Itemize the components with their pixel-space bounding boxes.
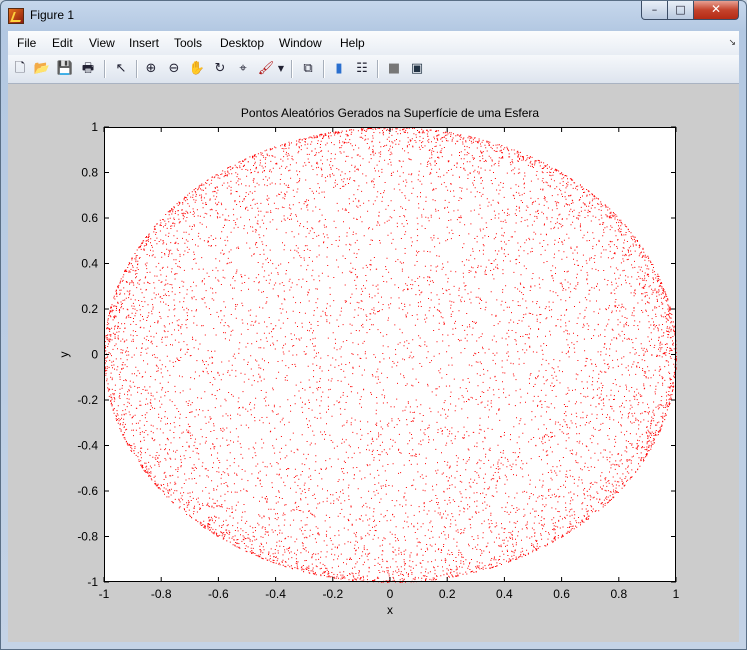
menu-edit[interactable]: Edit xyxy=(52,36,73,50)
insert-colorbar-icon[interactable]: ▮ xyxy=(335,61,343,76)
menu-insert[interactable]: Insert xyxy=(129,36,160,50)
menu-overflow-icon[interactable]: ↘ xyxy=(728,37,736,47)
figure-client-area: File Edit View Insert Tools Desktop Wind… xyxy=(8,31,739,642)
y-tick-label: 0.8 xyxy=(81,166,98,180)
rotate-3d-icon[interactable]: ↻ xyxy=(214,61,226,76)
zoom-in-icon[interactable]: ⊕ xyxy=(145,61,157,76)
x-axis-ticks: -1 -0.8 -0.6 -0.4 -0.2 0 0.2 0.4 0.6 0.8 1 xyxy=(99,127,680,601)
x-tick-label: 0.2 xyxy=(439,587,456,601)
zoom-out-icon[interactable]: ⊖ xyxy=(168,61,180,76)
title-bar[interactable]: Figure 1 – □ ✕ xyxy=(1,1,746,31)
pan-hand-icon[interactable]: ✋ xyxy=(188,61,206,76)
y-tick-label: -1 xyxy=(87,575,98,589)
x-tick-label: -1 xyxy=(99,587,110,601)
toolbar-separator xyxy=(136,60,138,78)
x-tick-label: -0.4 xyxy=(265,587,286,601)
y-tick-label: -0.4 xyxy=(77,439,98,453)
x-tick-label: -0.2 xyxy=(322,587,343,601)
print-icon[interactable]: 🖶 xyxy=(81,61,95,76)
x-tick-label: 1 xyxy=(673,587,680,601)
figure-toolbar: 🗋 📂 💾 🖶 ↖ ⊕ ⊖ ✋ ↻ ⌖ 🖌 ▼ ⧉ ▮ ☷ ■ ▣ xyxy=(8,55,739,84)
new-figure-icon[interactable]: 🗋 xyxy=(14,61,26,76)
y-tick-label: 0.2 xyxy=(81,302,98,316)
menu-bar: File Edit View Insert Tools Desktop Wind… xyxy=(8,31,739,55)
y-axis-ticks: 1 0.8 0.6 0.4 0.2 0 -0.2 -0.4 -0.6 -0.8 -1 xyxy=(77,120,676,589)
y-tick-label: 0 xyxy=(91,348,98,362)
data-cursor-icon[interactable]: ⌖ xyxy=(239,61,247,76)
menu-view[interactable]: View xyxy=(89,36,115,50)
matlab-logo-icon xyxy=(8,8,24,24)
edit-plot-arrow-icon[interactable]: ↖ xyxy=(115,61,127,76)
close-button[interactable]: ✕ xyxy=(693,1,739,20)
open-file-icon[interactable]: 📂 xyxy=(33,61,51,76)
link-plot-icon[interactable]: ⧉ xyxy=(303,61,313,76)
figure-canvas: Pontos Aleatórios Gerados na Superfície … xyxy=(8,84,739,642)
y-tick-label: -0.8 xyxy=(77,530,98,544)
hide-plot-tools-icon[interactable]: ■ xyxy=(387,61,401,76)
menu-window[interactable]: Window xyxy=(279,36,322,50)
x-tick-label: -0.8 xyxy=(151,587,172,601)
axes-background xyxy=(104,127,676,582)
menu-desktop[interactable]: Desktop xyxy=(220,36,265,50)
maximize-button[interactable]: □ xyxy=(667,1,694,20)
toolbar-separator xyxy=(291,60,293,78)
x-tick-label: 0 xyxy=(387,587,394,601)
toolbar-separator xyxy=(377,60,379,78)
chart-title: Pontos Aleatórios Gerados na Superfície … xyxy=(241,106,539,120)
save-icon[interactable]: 💾 xyxy=(56,61,74,76)
x-axis-label: x xyxy=(387,603,393,617)
scatter-plot[interactable]: Pontos Aleatórios Gerados na Superfície … xyxy=(8,84,739,642)
insert-legend-icon[interactable]: ☷ xyxy=(356,61,368,76)
menu-file[interactable]: File xyxy=(17,36,37,50)
menu-help[interactable]: Help xyxy=(340,36,365,50)
show-plot-tools-icon[interactable]: ▣ xyxy=(410,61,424,76)
y-tick-label: -0.6 xyxy=(77,484,98,498)
window-title: Figure 1 xyxy=(30,8,75,22)
y-axis-label: y xyxy=(57,352,71,358)
brush-icon[interactable]: 🖌 xyxy=(257,61,275,76)
minimize-button[interactable]: – xyxy=(641,1,668,20)
x-tick-label: -0.6 xyxy=(208,587,229,601)
y-tick-label: -0.2 xyxy=(77,393,98,407)
menu-tools[interactable]: Tools xyxy=(174,36,203,50)
x-tick-label: 0.8 xyxy=(610,587,627,601)
x-tick-label: 0.6 xyxy=(553,587,570,601)
toolbar-separator xyxy=(104,60,106,78)
toolbar-separator xyxy=(323,60,325,78)
x-tick-label: 0.4 xyxy=(496,587,513,601)
y-tick-label: 1 xyxy=(91,120,98,134)
dropdown-arrow-icon[interactable]: ▼ xyxy=(277,64,285,73)
y-tick-label: 0.6 xyxy=(81,211,98,225)
y-tick-label: 0.4 xyxy=(81,257,98,271)
